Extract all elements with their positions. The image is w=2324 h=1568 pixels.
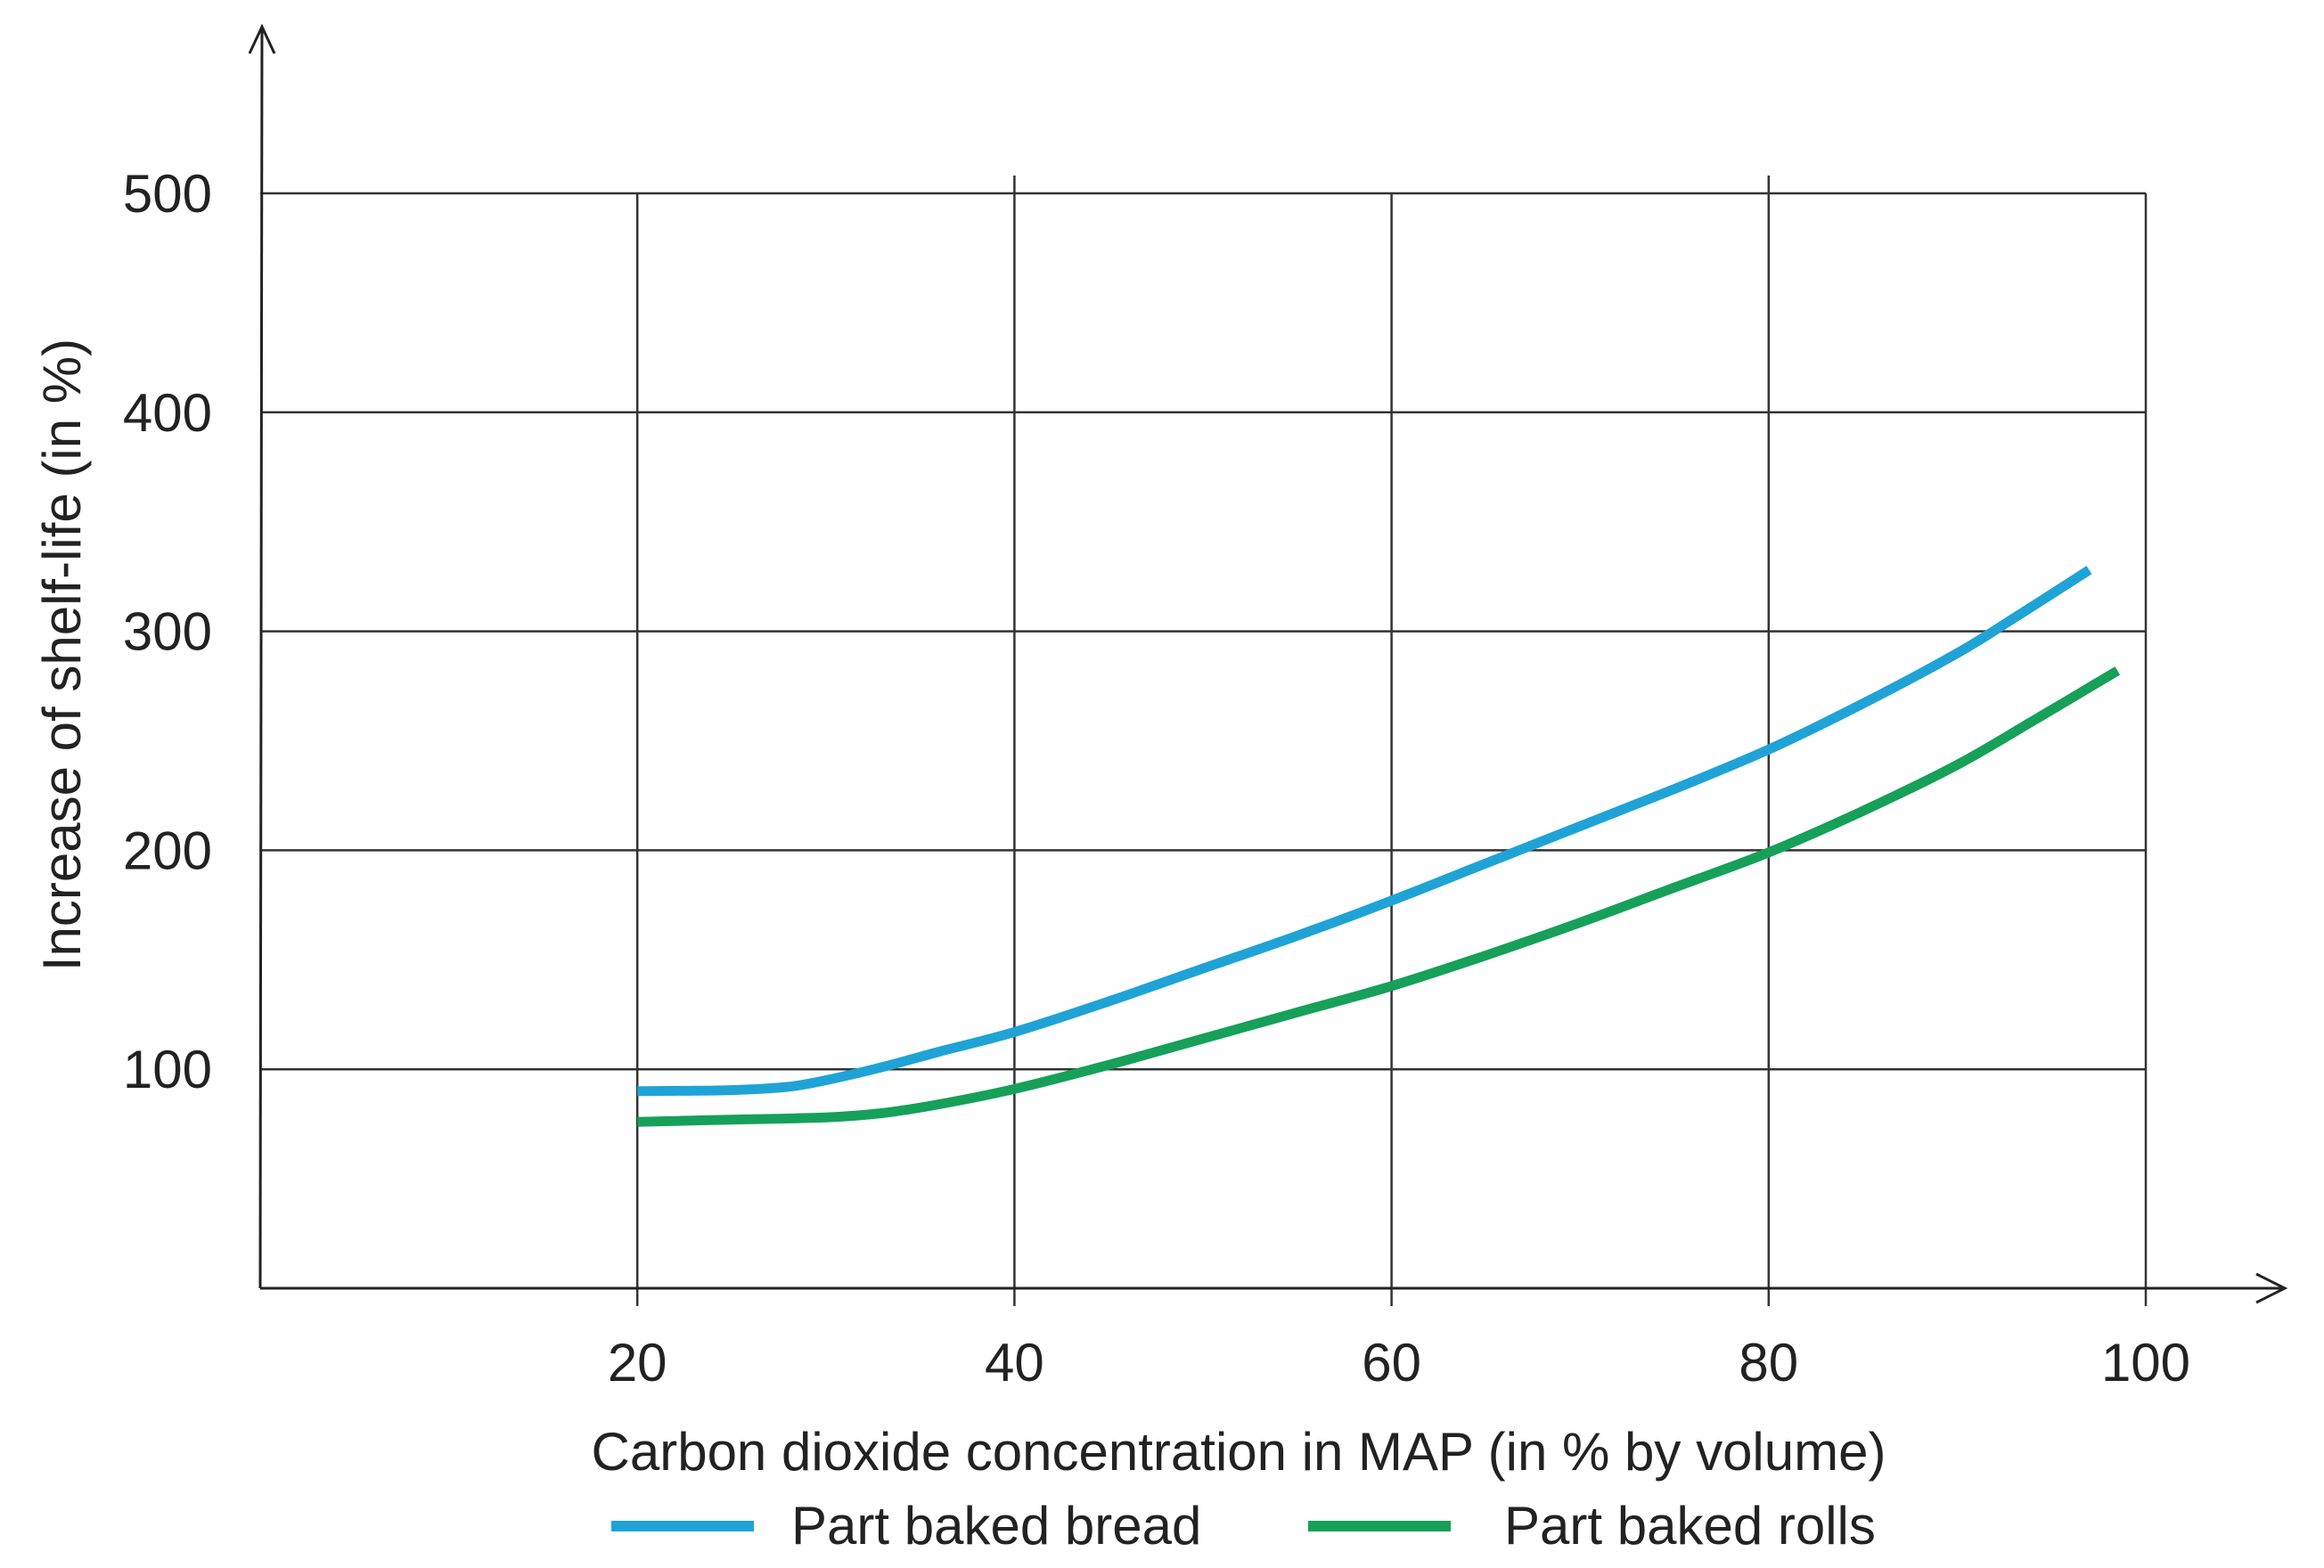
y-tick-label-400: 400	[123, 383, 212, 443]
y-tick-label-300: 300	[123, 602, 212, 662]
y-axis-title: Increase of shelf-life (in %)	[32, 339, 92, 971]
y-tick-label-500: 500	[123, 164, 212, 224]
legend: Part baked bread Part baked rolls	[611, 1496, 1876, 1556]
x-tick-label-100: 100	[2101, 1333, 2190, 1392]
x-axis-title: Carbon dioxide concentration in MAP (in …	[592, 1422, 1886, 1482]
series-line-part-baked-bread	[637, 566, 2092, 1097]
x-tick-label-40: 40	[985, 1333, 1044, 1392]
x-tick-label-20: 20	[608, 1333, 667, 1392]
legend-label-part-baked-rolls: Part baked rolls	[1504, 1496, 1876, 1556]
axes	[248, 23, 2288, 1304]
x-tick-label-60: 60	[1362, 1333, 1421, 1392]
x-axis-arrow	[2255, 1272, 2288, 1304]
legend-label-part-baked-bread: Part baked bread	[791, 1496, 1201, 1556]
x-tick-label-80: 80	[1739, 1333, 1798, 1392]
y-axis-arrow	[248, 23, 276, 54]
grid	[260, 176, 2148, 1306]
y-tick-label-200: 200	[123, 821, 212, 880]
series	[637, 566, 2121, 1127]
y-tick-label-100: 100	[123, 1040, 212, 1099]
tick-labels: 20 40 60 80 100 100 200 300 400 500	[123, 164, 2190, 1392]
y-axis-line	[258, 28, 264, 1289]
series-line-part-baked-rolls	[637, 666, 2121, 1127]
